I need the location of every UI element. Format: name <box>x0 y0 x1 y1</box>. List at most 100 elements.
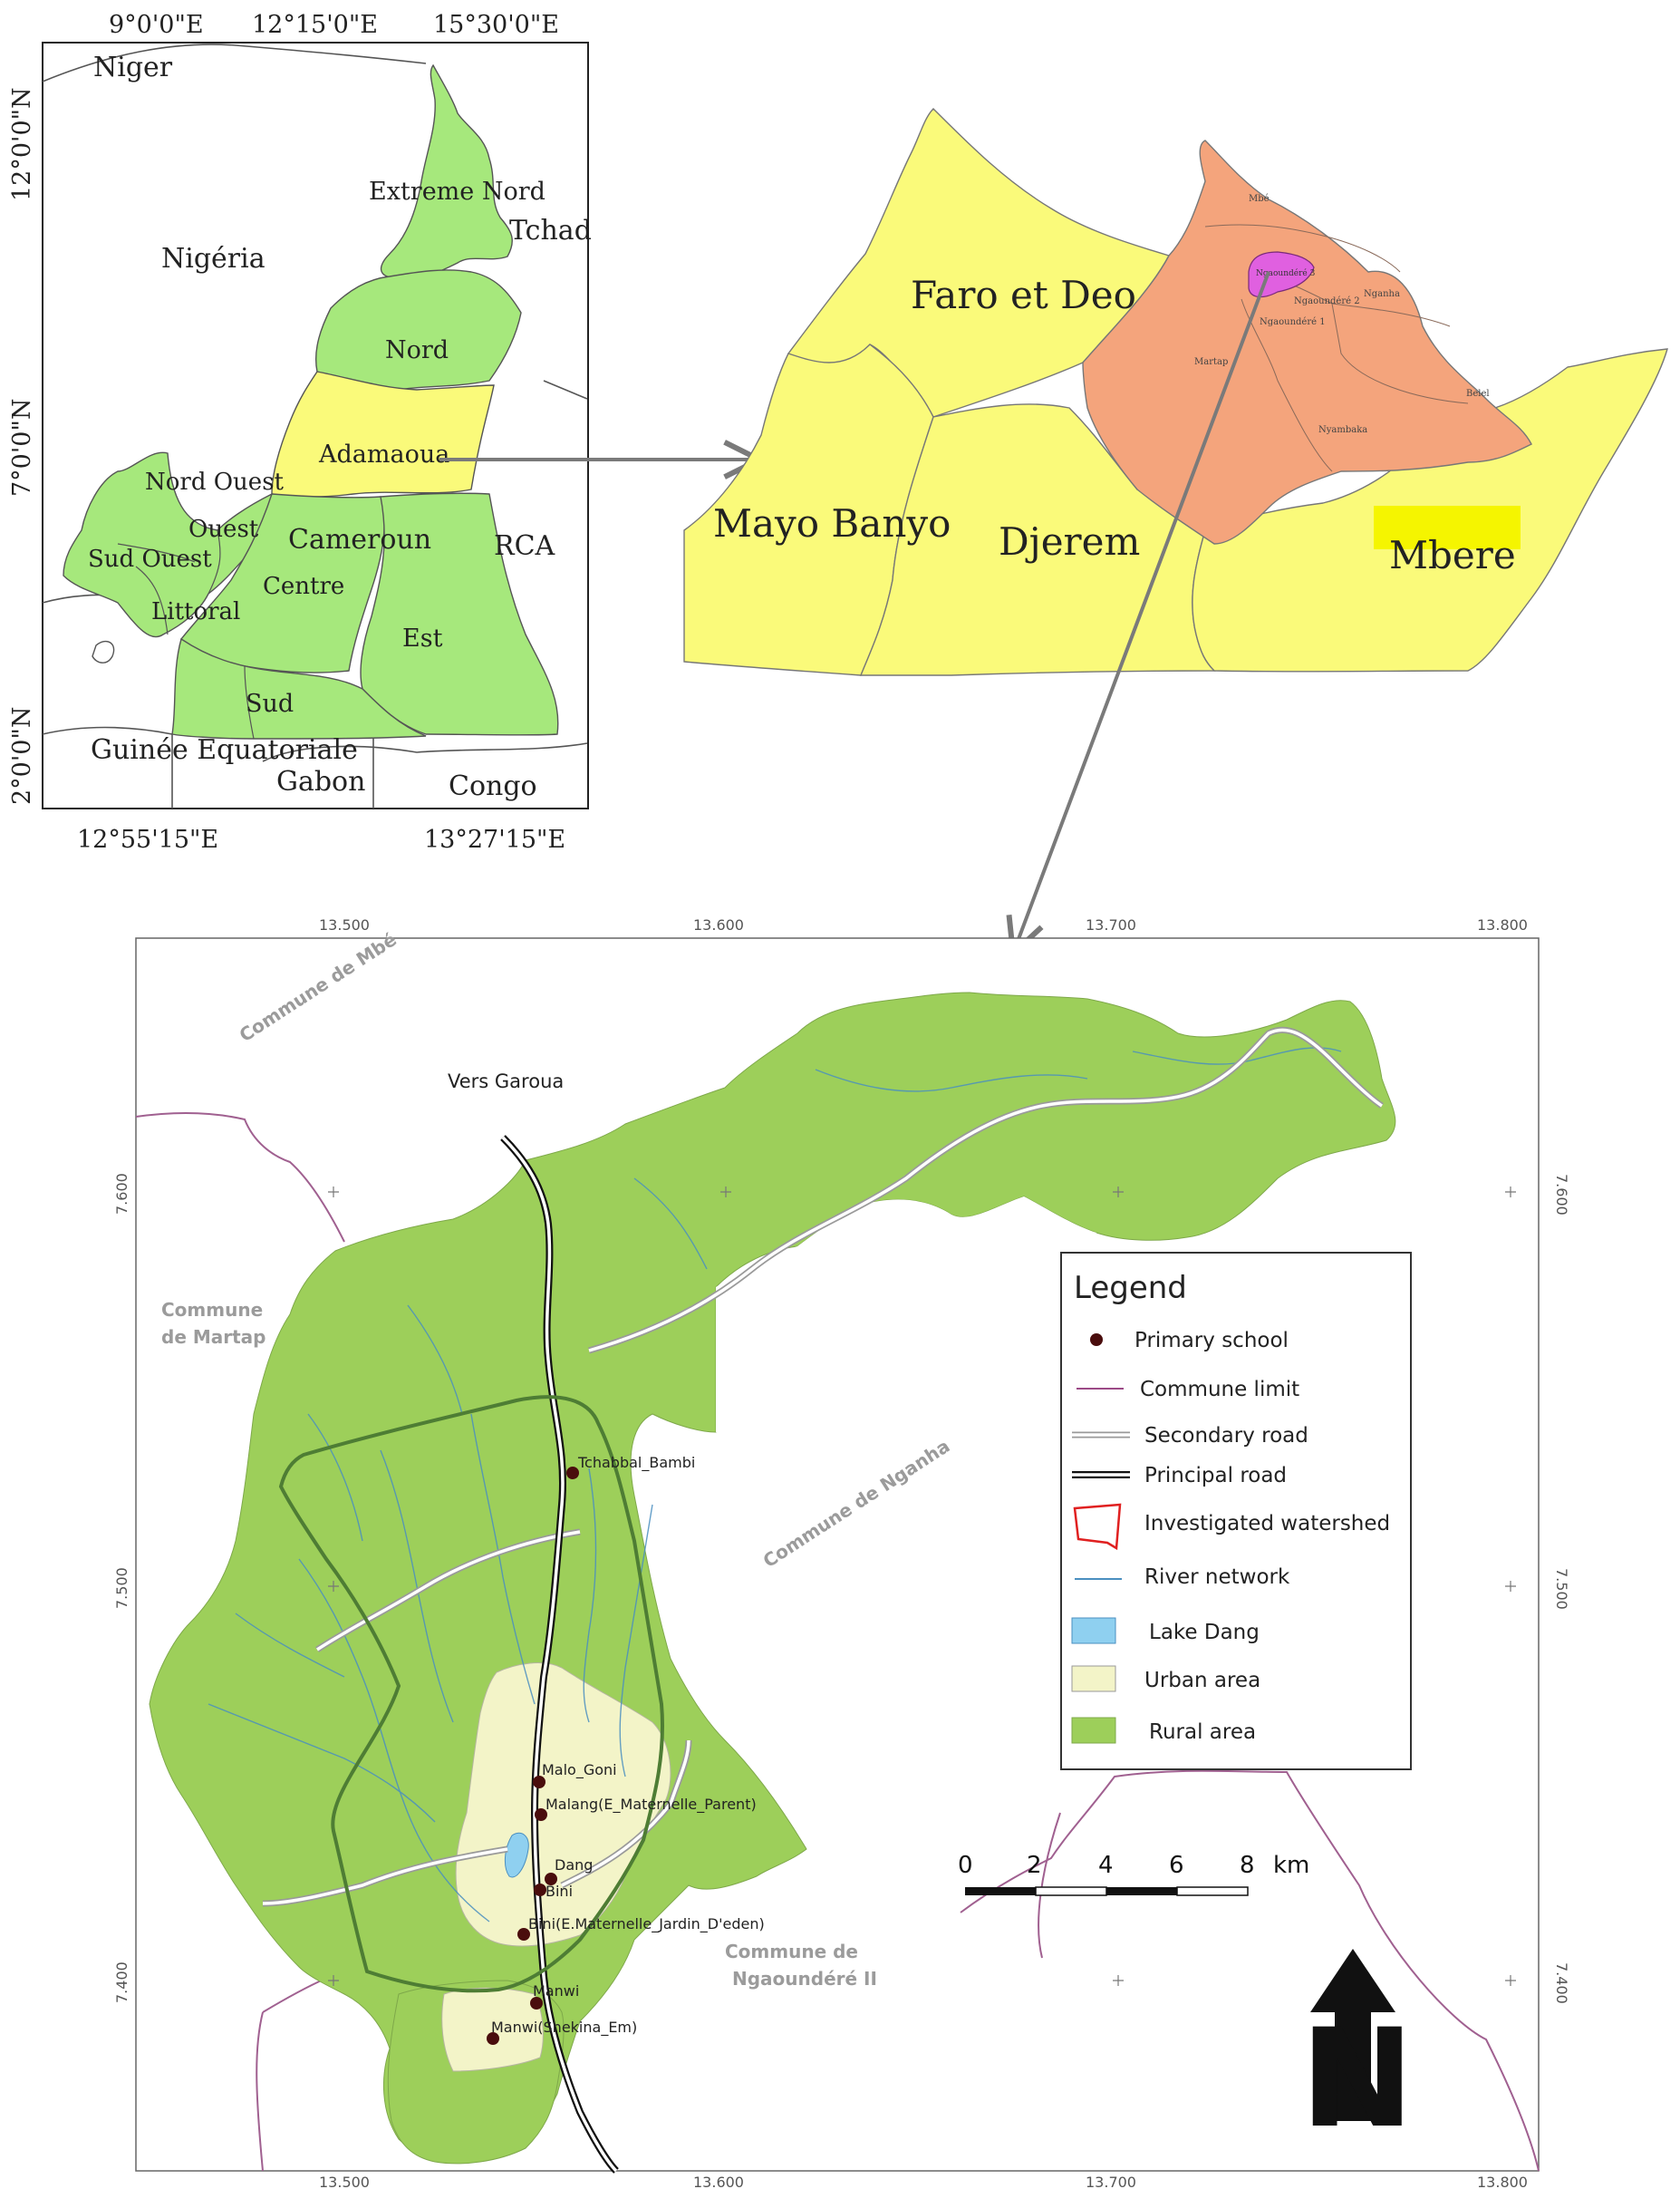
legend-label: River network <box>1144 1565 1290 1589</box>
legend-label: Principal road <box>1144 1464 1287 1487</box>
region-adamaoua <box>271 371 495 498</box>
label-nganha: Nganha <box>1364 289 1400 299</box>
north-letter: N <box>1300 2000 1414 2158</box>
scale-label: 2 <box>1027 1852 1042 1879</box>
school-dot[interactable] <box>534 1884 546 1896</box>
legend-symbol-primary-school <box>1090 1333 1103 1346</box>
lake-dang <box>505 1832 529 1878</box>
label-congo: Congo <box>449 770 537 802</box>
lon-tick-bottom: 13.600 <box>693 2174 744 2189</box>
graticule-crosses <box>328 1187 1516 1986</box>
river-network <box>208 1047 1342 1923</box>
label-ngaoundere-1: Ngaoundéré 1 <box>1260 317 1326 327</box>
lon-tick-bottom: 13.700 <box>1086 2174 1136 2189</box>
region-west-block <box>63 451 273 638</box>
watershed-map: Tchabbal_Bambi Malo_Goni Malang(E_Matern… <box>113 916 1570 2189</box>
label-mbe-small: Mbé <box>1249 194 1270 204</box>
scale-unit: km <box>1273 1852 1309 1879</box>
label-commune-martap-1: Commune <box>161 1299 263 1321</box>
label-martap: Martap <box>1194 357 1228 367</box>
school-label: Manwi <box>533 1982 579 2000</box>
legend-label: Rural area <box>1149 1720 1256 1744</box>
scale-segment <box>1106 1887 1177 1895</box>
legend-title: Legend <box>1074 1270 1187 1306</box>
label-centre: Centre <box>263 573 344 600</box>
lon-tick-bottom: 13.500 <box>319 2174 370 2189</box>
top-tick-3: 15°30'0"E <box>433 11 559 39</box>
legend-symbol-urban <box>1071 1665 1116 1692</box>
label-nord: Nord <box>385 336 449 364</box>
bioko-island <box>92 640 115 663</box>
top-tick-1: 9°0'0"E <box>109 11 204 39</box>
scale-label: 0 <box>958 1852 973 1879</box>
coordinate-ticks: 13.500 13.600 13.700 13.800 13.500 13.60… <box>113 916 1570 2189</box>
label-commune-ngaoundere-2: Ngaoundéré II <box>732 1968 877 1990</box>
school-dot[interactable] <box>530 1997 543 2010</box>
region-extreme-nord <box>380 63 513 278</box>
label-guinee-equatoriale: Guinée Equatoriale <box>91 734 358 766</box>
scale-label: 4 <box>1098 1852 1114 1879</box>
label-vers-garoua: Vers Garoua <box>448 1070 564 1092</box>
label-cameroun: Cameroun <box>288 524 431 556</box>
legend-symbol-lake <box>1071 1617 1116 1644</box>
label-nyambaka: Nyambaka <box>1318 425 1367 435</box>
school-labels: Tchabbal_Bambi Malo_Goni Malang(E_Matern… <box>491 1454 765 2037</box>
region-internal-borders <box>117 529 255 740</box>
label-commune-martap-2: de Martap <box>161 1326 266 1348</box>
lon-tick-top: 13.800 <box>1477 916 1528 934</box>
map-legend: Legend Primary school Commune limit Seco… <box>1060 1252 1412 1770</box>
school-dot[interactable] <box>517 1928 530 1941</box>
lon-tick-top: 13.500 <box>319 916 370 934</box>
label-rca: RCA <box>494 530 555 562</box>
label-est: Est <box>402 625 443 653</box>
school-dot[interactable] <box>566 1467 579 1479</box>
cameroon-locator-map: 9°0'0"E 12°15'0"E 15°30'0"E 12°55'15"E 1… <box>8 11 592 854</box>
bottom-tick-2: 13°27'15"E <box>424 826 565 854</box>
arrow-to-watershed-detail <box>1013 271 1270 954</box>
label-ouest: Ouest <box>188 516 259 543</box>
lat-tick-left: 7.400 <box>113 1961 130 2003</box>
school-label: Tchabbal_Bambi <box>577 1454 695 1472</box>
north-arrow: N <box>1300 1949 1414 2158</box>
vina-commune-borders <box>1204 224 1469 472</box>
label-mbere: Mbere <box>1389 533 1516 577</box>
scale-segment <box>965 1887 1036 1895</box>
left-tick-3: 2°0'0"N <box>8 706 36 805</box>
primary-schools <box>487 1467 579 2045</box>
label-sud: Sud <box>246 690 294 718</box>
school-dot[interactable] <box>533 1776 546 1788</box>
label-sud-ouest: Sud Ouest <box>88 546 212 573</box>
scale-segment <box>1176 1886 1249 1896</box>
school-dot[interactable] <box>545 1873 557 1885</box>
north-arrow-icon <box>1310 1949 1395 2121</box>
lat-tick-right: 7.500 <box>1553 1568 1570 1610</box>
region-est <box>360 492 559 736</box>
label-ngaoundere-3: Ngaoundéré 3 <box>1256 268 1316 278</box>
bottom-tick-1: 12°55'15"E <box>77 826 218 854</box>
label-djerem: Djerem <box>999 519 1140 564</box>
label-commune-ngaoundere-1: Commune de <box>725 1941 858 1962</box>
school-label: Bini(E.Maternelle_Jardin_D'eden) <box>528 1915 765 1933</box>
legend-symbol-rural <box>1071 1717 1116 1744</box>
region-nord <box>315 269 522 391</box>
lat-tick-left: 7.600 <box>113 1173 130 1215</box>
highlight-patch <box>1374 506 1521 549</box>
school-label: Malang(E_Maternelle_Parent) <box>546 1796 757 1814</box>
scale-label: 6 <box>1169 1852 1184 1879</box>
label-faro-et-deo: Faro et Deo <box>911 273 1136 317</box>
secondary-roads <box>262 1026 1384 1907</box>
region-sud <box>171 637 427 740</box>
label-nigeria: Nigéria <box>161 243 266 275</box>
lat-tick-right: 7.600 <box>1553 1174 1570 1216</box>
school-dot[interactable] <box>535 1808 547 1821</box>
legend-symbol-watershed <box>1073 1503 1122 1551</box>
legend-label: Commune limit <box>1140 1378 1299 1401</box>
label-adamaoua: Adamaoua <box>318 441 449 469</box>
department-vina <box>1082 140 1532 545</box>
principal-road <box>500 1135 619 2174</box>
label-nord-ouest: Nord Ouest <box>145 469 285 496</box>
scale-segment <box>1035 1886 1107 1896</box>
left-tick-2: 7°0'0"N <box>8 398 36 497</box>
school-dot[interactable] <box>487 2032 499 2045</box>
label-extreme-nord: Extreme Nord <box>369 178 546 206</box>
